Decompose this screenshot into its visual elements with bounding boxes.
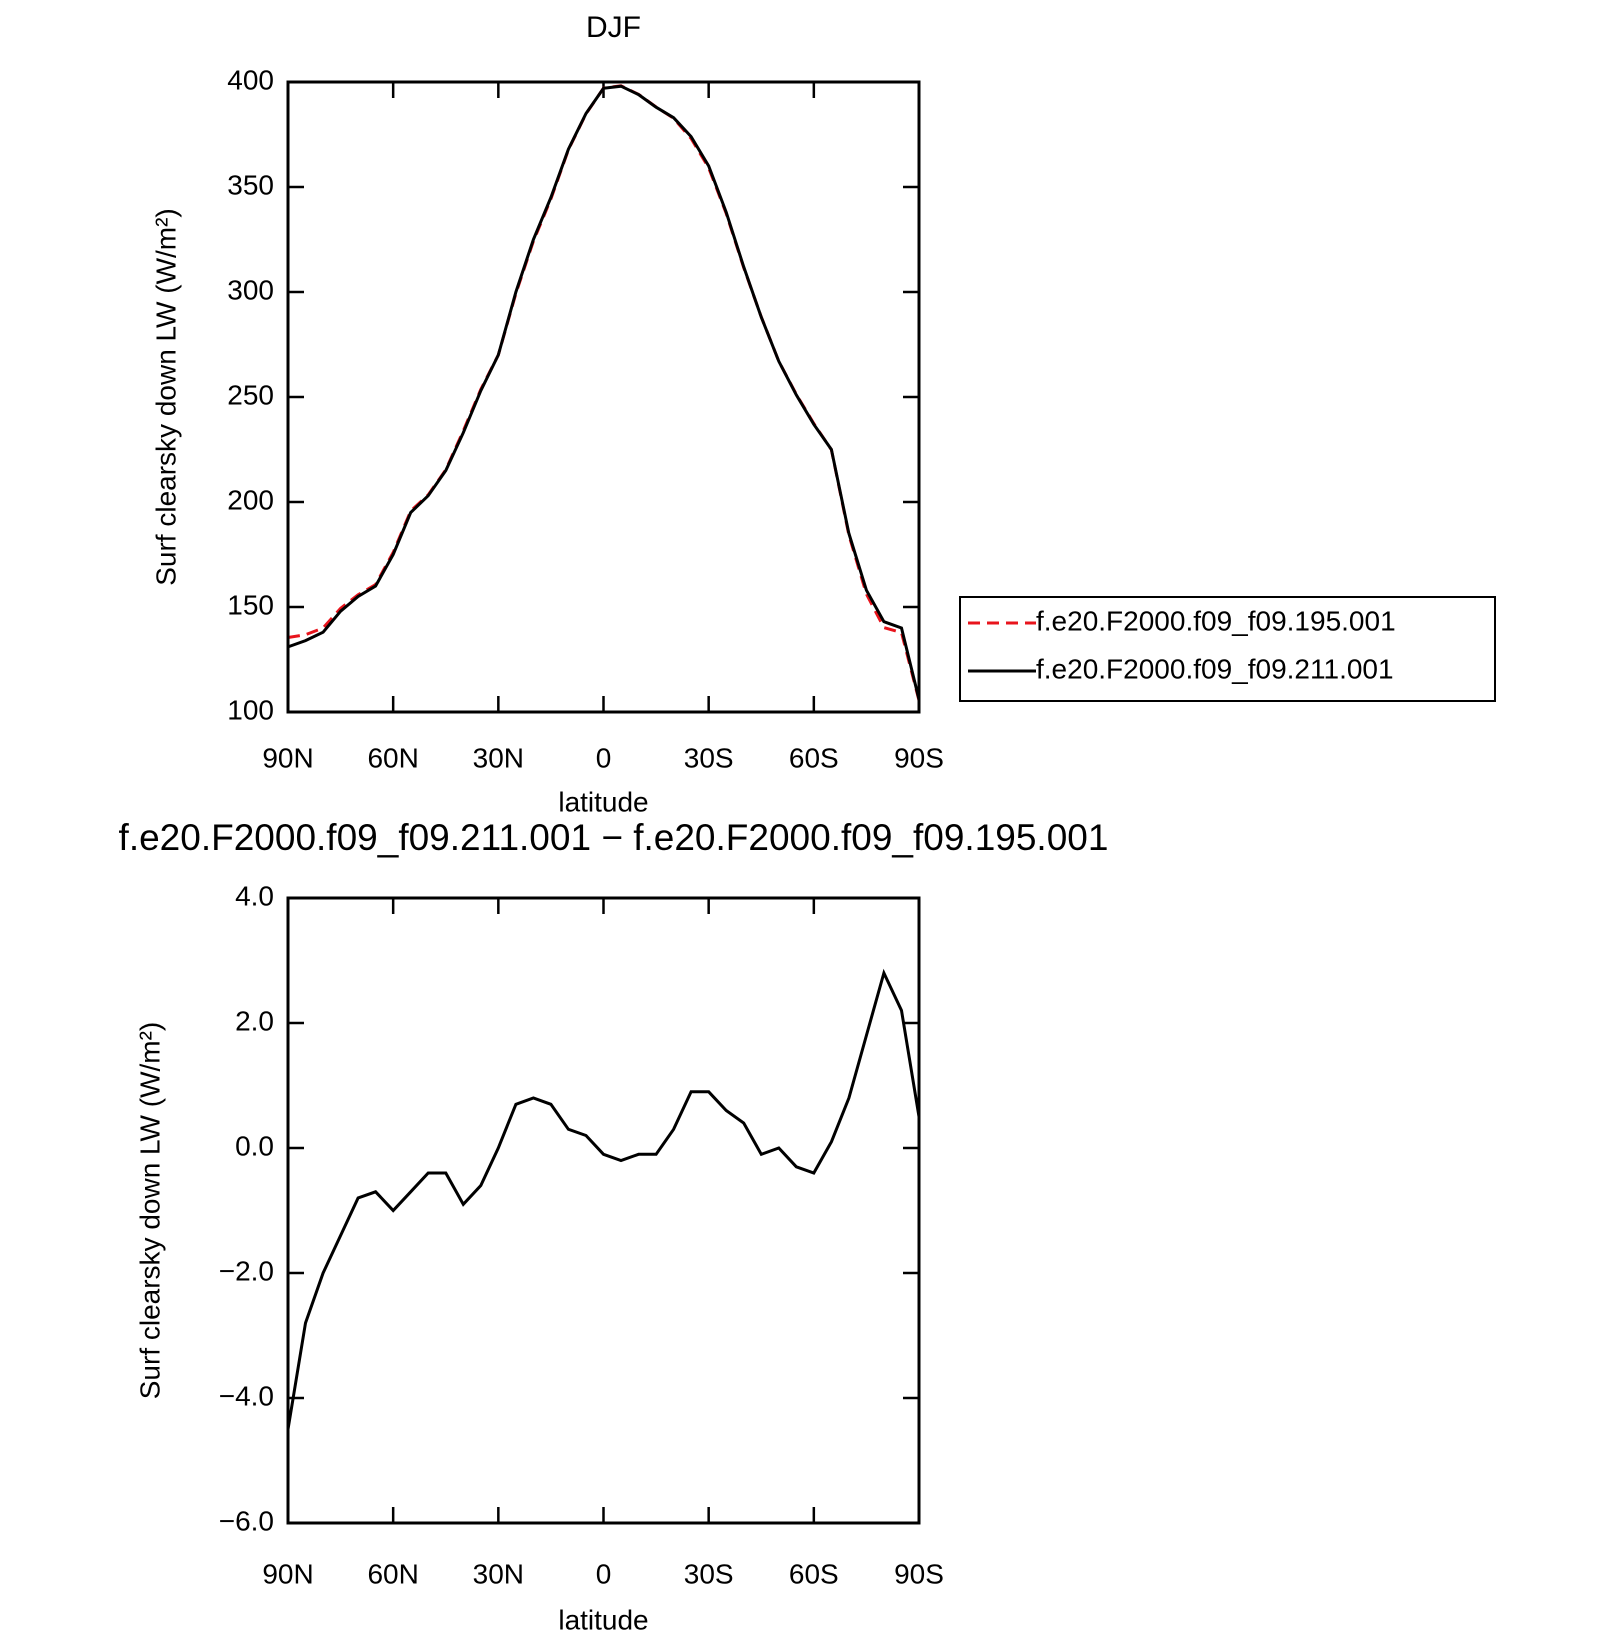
x-tick-label: 60S [789,1558,839,1589]
y-tick-label: 250 [227,379,274,410]
chart-title: f.e20.F2000.f09_f09.211.001 − f.e20.F200… [119,817,1109,858]
y-tick-label: 150 [227,589,274,620]
y-tick-label: 350 [227,169,274,200]
y-tick-label: 400 [227,64,274,95]
x-tick-label: 0 [596,1558,612,1589]
y-tick-label: −2.0 [219,1255,274,1286]
y-tick-label: 100 [227,694,274,725]
plot-frame [286,896,921,1525]
x-tick-label: 60N [367,1558,418,1589]
x-tick-label: 60N [367,742,418,773]
x-tick-label: 30S [684,742,734,773]
x-axis-label: latitude [558,1604,648,1635]
y-tick-label: 4.0 [235,880,274,911]
legend-label: f.e20.F2000.f09_f09.195.001 [1036,605,1396,636]
data-line [286,968,921,1430]
x-tick-label: 90S [894,742,944,773]
x-tick-label: 30N [473,1558,524,1589]
y-tick-label: 0.0 [235,1130,274,1161]
x-axis-label: latitude [558,786,648,817]
x-tick-label: 30S [684,1558,734,1589]
legend-box [959,596,1496,702]
x-tick-label: 90N [262,742,313,773]
x-tick-label: 90S [894,1558,944,1589]
y-axis-label: Surf clearsky down LW (W/m²) [134,1022,165,1400]
legend-label: f.e20.F2000.f09_f09.211.001 [1036,653,1394,684]
data-line [287,84,921,700]
x-tick-label: 90N [262,1558,313,1589]
x-tick-label: 0 [596,742,612,773]
y-axis-label: Surf clearsky down LW (W/m²) [150,208,181,586]
y-tick-label: −4.0 [219,1380,274,1411]
chart-title: DJF [586,11,641,44]
y-tick-label: 300 [227,274,274,305]
y-tick-label: −6.0 [219,1505,274,1536]
data-line [287,84,921,701]
plot-frame [286,80,921,714]
x-tick-label: 30N [473,742,524,773]
y-tick-label: 200 [227,484,274,515]
y-tick-label: 2.0 [235,1005,274,1036]
x-tick-label: 60S [789,742,839,773]
